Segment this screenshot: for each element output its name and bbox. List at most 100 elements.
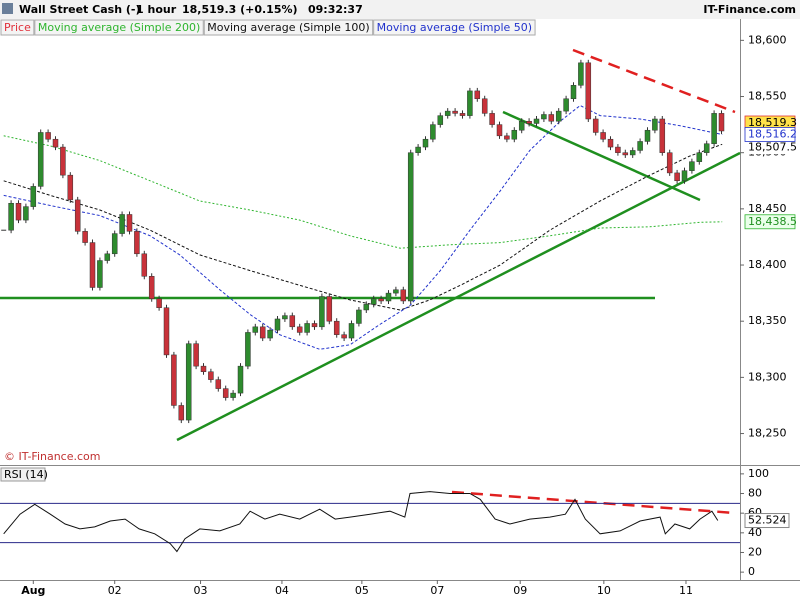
candle — [185, 343, 192, 421]
candle — [289, 315, 296, 328]
candle — [430, 124, 436, 140]
x-tick-label: 03 — [194, 584, 208, 597]
candle — [156, 298, 162, 308]
legend-entry: Moving average (Simple 200) — [38, 21, 200, 34]
candle — [407, 152, 414, 302]
y-tick-label: 20 — [748, 545, 762, 558]
y-tick-label: 100 — [748, 467, 769, 480]
rsi-title: RSI (14) — [4, 468, 48, 481]
candle — [652, 118, 658, 131]
candle — [208, 371, 214, 380]
candle — [437, 115, 444, 125]
candle — [489, 113, 495, 125]
quote: 18,519.3 (+0.15%) — [182, 3, 298, 16]
series-line — [3, 491, 719, 553]
candle — [592, 118, 599, 133]
candle — [526, 120, 532, 124]
menu-icon[interactable] — [2, 3, 13, 14]
candle — [563, 98, 569, 112]
y-tick-label: 18,550 — [748, 90, 787, 103]
legend-box — [373, 19, 536, 36]
candle — [148, 276, 155, 299]
rsi-trend-line — [451, 490, 736, 515]
candle — [119, 214, 125, 234]
x-tick-label: Aug — [21, 584, 45, 597]
candle — [60, 146, 66, 176]
candle — [259, 326, 266, 339]
y-tick-label: 0 — [748, 565, 755, 578]
x-tick-label: 11 — [679, 584, 693, 597]
candle — [689, 161, 695, 171]
candle — [511, 129, 518, 140]
candle — [607, 138, 614, 148]
candle — [200, 365, 207, 373]
y-tick-label: 18,450 — [748, 202, 787, 215]
candle — [82, 231, 88, 243]
candle — [585, 62, 592, 120]
resistance-line — [572, 48, 736, 114]
candle — [193, 343, 199, 367]
x-tick-label: 09 — [513, 584, 527, 597]
series-line — [3, 143, 723, 311]
channel-line — [502, 110, 701, 202]
legend-entry: Price — [4, 21, 31, 34]
candle — [222, 388, 229, 398]
candle — [703, 143, 710, 153]
candle — [67, 174, 74, 201]
candle — [282, 315, 288, 320]
candle — [370, 298, 377, 305]
candle — [237, 365, 244, 394]
candle — [496, 124, 503, 137]
candle — [555, 110, 562, 122]
candle — [674, 172, 680, 182]
candle — [245, 332, 251, 367]
candle — [415, 146, 421, 153]
candle — [163, 307, 170, 356]
candle — [533, 118, 540, 124]
candle — [230, 392, 236, 398]
y-tick-label: 40 — [748, 526, 762, 539]
y-tick-label: 18,350 — [748, 314, 787, 327]
x-tick-label: 10 — [597, 584, 611, 597]
candle — [267, 329, 273, 339]
candle — [422, 138, 429, 148]
y-tick-label: 18,300 — [748, 370, 787, 383]
candle — [311, 323, 318, 328]
candle — [296, 326, 303, 333]
y-tick-label: 80 — [748, 487, 762, 500]
legend-entry: Moving average (Simple 50) — [377, 21, 532, 34]
candle — [97, 260, 103, 288]
candle — [459, 113, 466, 116]
candle — [385, 292, 392, 302]
x-tick-label: 05 — [355, 584, 369, 597]
trend-line — [176, 151, 741, 442]
rsi-title-box — [0, 467, 46, 482]
legend-entry: Moving average (Simple 100) — [207, 21, 369, 34]
candle — [134, 231, 140, 255]
candle — [637, 141, 643, 151]
price-tag: 18,438.5 — [748, 215, 797, 228]
rsi-tag: 52.524 — [748, 514, 787, 527]
candle — [644, 129, 651, 142]
candle — [171, 354, 177, 406]
legend-box — [203, 19, 374, 36]
candle — [104, 253, 111, 261]
candle — [452, 110, 458, 114]
legend-box — [0, 19, 35, 36]
candle — [304, 323, 310, 333]
candle — [252, 326, 259, 333]
candle — [356, 309, 362, 324]
x-tick-label: 04 — [275, 584, 289, 597]
candle — [659, 118, 666, 153]
candle — [126, 214, 133, 232]
candle — [718, 113, 725, 132]
candle — [666, 152, 673, 174]
price-tag-box — [744, 127, 796, 142]
candle — [378, 298, 384, 302]
candle — [111, 233, 118, 255]
price-tag-box — [744, 214, 796, 230]
brand: IT-Finance.com — [703, 3, 796, 16]
candle — [444, 110, 451, 116]
